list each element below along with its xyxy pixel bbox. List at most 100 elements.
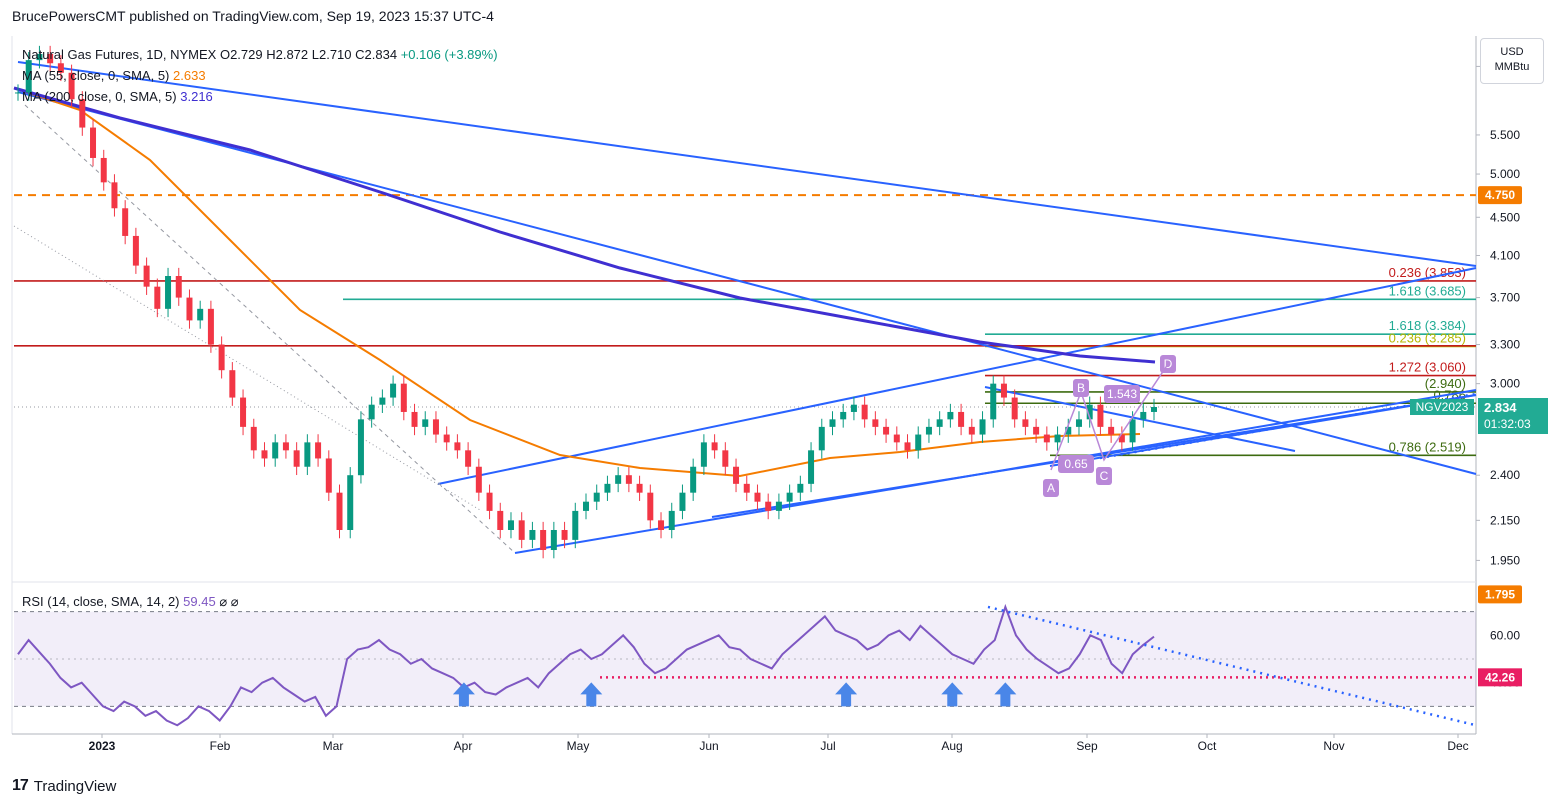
up-arrow-icon (580, 682, 603, 707)
candle-body (443, 434, 450, 443)
candle-body (1011, 397, 1018, 420)
last-price-badge (1478, 398, 1548, 435)
price-badge (1478, 186, 1522, 205)
candle-body (197, 308, 204, 321)
pattern-label-text: D (1164, 357, 1173, 371)
rsi-level-label: 42.26 (1485, 670, 1515, 684)
candle-body (1118, 434, 1125, 443)
ma55-line (13, 87, 1141, 478)
currency-label: USD (1500, 46, 1524, 58)
up-arrow-icon (994, 682, 1017, 707)
candle-body (154, 286, 161, 309)
price-tick-label: 1.950 (1490, 553, 1520, 567)
candle-body (57, 63, 64, 73)
ma200-line (13, 86, 1156, 364)
price-tick-label: 5.000 (1490, 167, 1520, 181)
candle-body (968, 426, 975, 435)
harmonic-pattern-line (1050, 363, 1169, 471)
candle-body (818, 426, 825, 451)
fib-level-label: 1.272 (3.060) (1389, 360, 1466, 375)
rsi-level-badge (1478, 668, 1522, 687)
trend-line (17, 61, 1477, 267)
time-tick-label: Jun (699, 739, 718, 753)
pattern-label-box (1096, 467, 1112, 485)
candle-body (507, 520, 514, 530)
candle-body (25, 60, 32, 93)
pattern-label-text: 0.65 (1064, 457, 1088, 471)
candle-body (122, 208, 129, 236)
time-tick-label: Mar (323, 739, 344, 753)
price-tick-label: 2.400 (1490, 468, 1520, 482)
fib-level-label: 1.618 (3.384) (1389, 318, 1466, 333)
candle-body (979, 419, 986, 435)
pattern-label-text: 1.543 (1107, 387, 1137, 401)
candle-body (883, 426, 890, 435)
price-badge (1478, 585, 1522, 604)
candle-body (1000, 383, 1007, 398)
price-tick-label: 5.500 (1490, 128, 1520, 142)
candle-body (583, 501, 589, 511)
candle-body (840, 411, 847, 420)
fib-level-label: (2.940) (1425, 376, 1466, 391)
candle-body (872, 419, 879, 427)
symbol-badge (1410, 399, 1474, 416)
candle-body (561, 529, 568, 540)
fib-level-label: 1.618 (3.685) (1389, 283, 1466, 298)
candle-body (786, 492, 793, 502)
time-tick-label: Apr (454, 739, 473, 753)
candle-body (647, 492, 654, 521)
candle-body (390, 383, 397, 398)
candle-body (915, 434, 922, 451)
candle-body (636, 483, 643, 493)
candle-body (47, 53, 54, 64)
currency-unit-button[interactable]: USD MMBtu (1480, 38, 1544, 84)
time-tick-label: Feb (210, 739, 231, 753)
ma200-label: MA (200, close, 0, SMA, 5) (22, 89, 177, 104)
candle-body (604, 483, 611, 493)
candle-body (261, 450, 268, 459)
pattern-label-box (1073, 379, 1089, 397)
candle-body (165, 275, 172, 309)
candle-body (90, 127, 97, 158)
candle-body (711, 442, 718, 451)
candle-body (1108, 426, 1115, 435)
candle-body (743, 483, 750, 493)
symbol-name: Natural Gas Futures, 1D, NYMEX (22, 47, 217, 62)
candle-body (947, 411, 954, 420)
price-tick-label: 4.500 (1490, 210, 1520, 224)
candle-body (79, 99, 86, 128)
candle-body (207, 308, 214, 345)
ma200-value: 3.216 (180, 89, 213, 104)
candle-body (422, 419, 429, 427)
candle-body (700, 442, 707, 467)
fib-level-label: 0.236 (3.853) (1389, 265, 1466, 280)
pattern-label-box (1043, 479, 1059, 497)
brand-name: TradingView (33, 777, 117, 795)
candle-body (315, 442, 322, 459)
pattern-label-text: C (1100, 469, 1109, 483)
candle-body (754, 492, 761, 502)
ohlc-values: O2.729 H2.872 L2.710 C2.834 (219, 47, 398, 62)
dotted-trend-line (1099, 392, 1477, 460)
candle-body (240, 397, 247, 427)
candle-body (368, 404, 375, 420)
candle-body (936, 419, 943, 427)
candle-body (1129, 419, 1136, 443)
candle-body (411, 411, 418, 427)
candle-body (679, 492, 686, 511)
candle-body (529, 529, 536, 540)
time-tick-label: Aug (941, 739, 962, 753)
candle-body (1022, 419, 1029, 427)
candle-body (272, 442, 279, 459)
pattern-label-text: B (1077, 381, 1085, 395)
time-tick-label: Nov (1323, 739, 1344, 753)
candle-body (990, 383, 997, 420)
candle-body (1065, 426, 1072, 435)
candle-body (100, 157, 107, 183)
candle-body (518, 520, 525, 540)
fib-level-label: 0.786 (2.519) (1389, 439, 1466, 454)
candle-body (497, 510, 504, 530)
candle-body (475, 466, 482, 493)
candle-body (486, 492, 493, 511)
